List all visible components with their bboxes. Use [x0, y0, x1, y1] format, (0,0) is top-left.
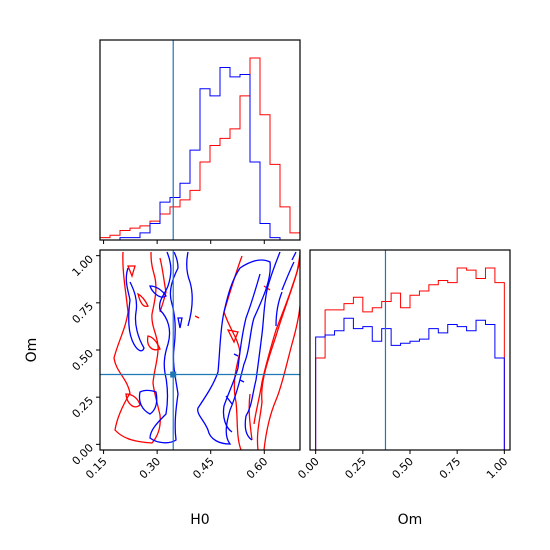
- truth-marker: [170, 371, 177, 378]
- om-xtick-label-1: 0.25: [342, 455, 369, 482]
- h0-marginal-panel: [99, 39, 301, 244]
- om-histogram-blue: [315, 317, 505, 450]
- om-marginal-panel: 0.00 0.25 0.50 0.75 1.00 Om: [295, 249, 511, 528]
- h0-marginal-ticks: [103, 240, 265, 244]
- om-ytick-label-2: 0.50: [70, 347, 97, 374]
- om-xtick-label-4: 1.00: [484, 455, 511, 482]
- red-contour-outer-right: [223, 251, 300, 450]
- om-histogram-red: [315, 267, 505, 450]
- y-axis-label-om: Om: [24, 338, 40, 363]
- om-marginal-ticks: 0.00 0.25 0.50 0.75 1.00: [295, 450, 510, 481]
- red-contour-inner-right: [194, 261, 300, 450]
- x-axis-label-om: Om: [398, 512, 423, 528]
- blue-contour-inner-left: [125, 251, 193, 415]
- h0-xtick-label-2: 0.45: [190, 455, 217, 482]
- om-xtick-label-2: 0.50: [390, 455, 417, 482]
- red-contour-outer-left: [113, 251, 161, 444]
- h0-marginal-frame: [99, 39, 301, 241]
- red-contour-inner-left: [125, 257, 167, 408]
- om-ytick-label-1: 0.25: [70, 394, 97, 421]
- blue-contour-inner-right: [222, 251, 297, 441]
- h0-xtick-label-1: 0.30: [137, 455, 164, 482]
- h0-histogram-blue: [100, 66, 300, 240]
- x-axis-label-h0: H0: [190, 512, 209, 528]
- h0-xtick-label-3: 0.60: [244, 455, 271, 482]
- om-ytick-label-3: 0.75: [70, 300, 97, 327]
- h0-om-contour-panel: 0.15 0.30 0.45 0.600.000.250.500.751.00 H0 …: [24, 249, 301, 528]
- om-xtick-label-3: 0.75: [437, 455, 464, 482]
- om-marginal-frame: [309, 249, 511, 451]
- h0-histogram-red: [100, 57, 300, 240]
- blue-contour-outer-right: [197, 259, 271, 445]
- blue-contour-outer-left: [149, 251, 179, 444]
- om-xtick-label-0: 0.00: [295, 455, 322, 482]
- om-ytick-label-4: 1.00: [70, 253, 97, 280]
